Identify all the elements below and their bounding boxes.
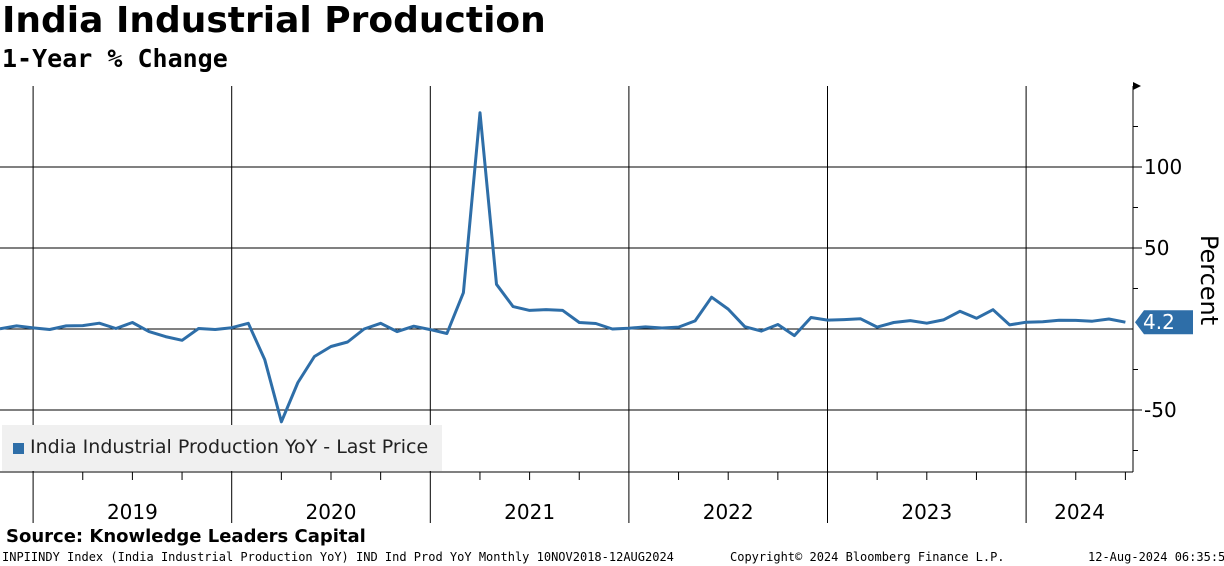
year-label-2020: 2020 [306,500,357,524]
y-tick-label: 50 [1144,236,1169,260]
chart-subtitle: 1-Year % Change [2,44,228,73]
last-value-label: 4.2 [1143,310,1175,334]
year-label-2023: 2023 [901,500,952,524]
legend-swatch [13,443,24,454]
year-label-2024: 2024 [1054,500,1105,524]
y-axis-top-arrow [1133,82,1141,90]
chart-title: India Industrial Production [2,0,546,41]
y-tick-label: 100 [1144,155,1182,179]
year-label-2019: 2019 [107,500,158,524]
footer-copyright: Copyright© 2024 Bloomberg Finance L.P. [730,550,1005,564]
series-line [0,111,1126,424]
year-label-2021: 2021 [504,500,555,524]
legend: India Industrial Production YoY - Last P… [2,425,442,471]
last-value-marker [1135,310,1193,335]
y-tick-label: -50 [1144,398,1177,422]
footer-timestamp: 12-Aug-2024 06:35:53 [1088,550,1224,564]
footer-ticker-info: INPIINDY Index (India Industrial Product… [2,550,674,564]
legend-label: India Industrial Production YoY - Last P… [30,436,429,458]
year-label-2022: 2022 [703,500,754,524]
source-note: Source: Knowledge Leaders Capital [6,526,366,547]
y-axis-title: Percent [1195,235,1223,325]
